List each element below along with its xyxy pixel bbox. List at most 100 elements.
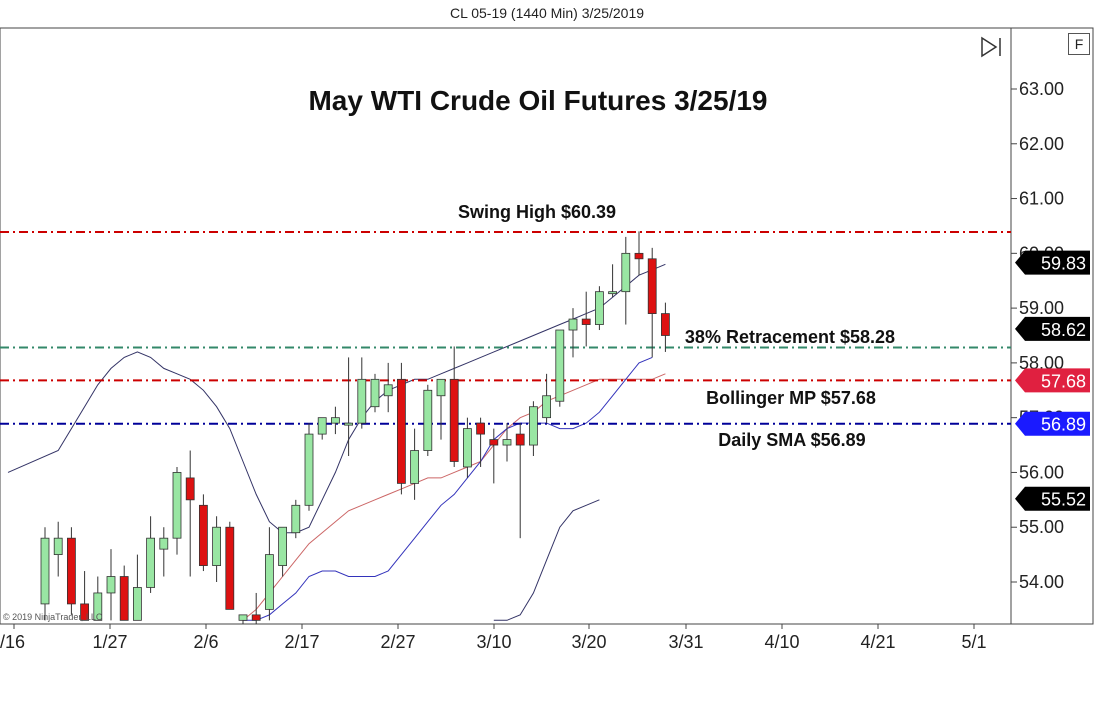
candle-body <box>304 433 314 506</box>
candle-body <box>172 472 182 539</box>
candle <box>80 571 89 621</box>
candle-body <box>529 406 538 446</box>
candle <box>449 346 459 467</box>
candle-body <box>264 554 274 610</box>
price-tags: 59.83 58.62 57.68 56.89 55.52 <box>1015 250 1090 511</box>
candle-body <box>647 258 657 314</box>
candle <box>529 401 538 457</box>
candle <box>291 499 301 539</box>
candle <box>476 417 486 467</box>
price-tag-bg <box>1015 368 1090 393</box>
swing-high-label: Swing High $60.39 <box>458 202 616 222</box>
play-to-end-icon[interactable] <box>979 36 1005 58</box>
candle <box>621 236 631 325</box>
candle-body <box>542 395 551 419</box>
y-tick-label: 59.00 <box>1019 298 1064 318</box>
candle-body <box>330 417 340 424</box>
x-tick-label: 4/10 <box>764 632 799 652</box>
candle <box>581 291 591 347</box>
price-tag-label: 59.83 <box>1041 254 1086 274</box>
retracement-label: 38% Retracement $58.28 <box>685 327 895 347</box>
candle-body <box>568 318 578 331</box>
candle-body <box>146 537 156 588</box>
candle-body <box>621 252 631 293</box>
candle <box>647 247 657 358</box>
candle-body <box>132 587 142 621</box>
candle <box>489 428 499 484</box>
copyright-text: © 2019 NinjaTrader, LLC <box>3 612 103 622</box>
y-tick-label: 56.00 <box>1019 462 1064 482</box>
candle <box>146 516 156 593</box>
candle <box>396 362 406 495</box>
candle <box>370 373 380 413</box>
price-tag-label: 58.62 <box>1041 320 1086 340</box>
candle-body <box>502 439 512 446</box>
candle-body <box>119 576 129 621</box>
candle-body <box>238 614 248 621</box>
y-tick-label: 55.00 <box>1019 517 1064 537</box>
candle <box>568 308 578 358</box>
candle-body <box>225 526 235 610</box>
candle-body <box>370 378 380 408</box>
upper-band-line <box>7 263 666 534</box>
candle-body <box>383 384 393 397</box>
candlesticks <box>40 231 670 624</box>
candle-body <box>436 378 446 397</box>
candle <box>357 357 367 429</box>
price-tag: 58.62 <box>1015 316 1090 341</box>
candle-body <box>555 329 565 402</box>
candle-body <box>53 537 63 556</box>
candle-body <box>449 378 459 462</box>
candle-body <box>317 417 327 435</box>
candle-body <box>344 422 354 426</box>
f-button[interactable]: F <box>1068 33 1090 55</box>
candle-body <box>661 313 670 336</box>
candle-body <box>40 537 50 605</box>
candle-body <box>581 318 591 325</box>
candle-body <box>462 428 472 468</box>
candle <box>555 329 565 407</box>
candle-body <box>93 592 103 621</box>
candle-body <box>185 477 195 501</box>
candle-body <box>159 537 169 550</box>
candle <box>251 592 261 624</box>
candle <box>185 450 195 577</box>
candle-body <box>106 576 116 594</box>
price-tag: 55.52 <box>1015 486 1090 511</box>
chart-frame <box>0 27 1094 625</box>
candle-body <box>608 291 617 295</box>
date-axis: /16 1/27 2/6 2/17 2/27 3/10 3/20 3/31 4/10 4/21 5/… <box>0 624 987 652</box>
candle <box>278 526 288 577</box>
level-lines <box>0 230 1011 425</box>
candle-body <box>291 504 301 534</box>
candle <box>542 373 551 424</box>
candle <box>172 466 182 555</box>
candle-body <box>198 504 208 566</box>
candle <box>383 362 393 413</box>
price-tag-label: 56.89 <box>1041 415 1086 435</box>
x-tick-label: /16 <box>0 632 25 652</box>
price-tag-label: 57.68 <box>1041 371 1086 391</box>
candle-body <box>357 378 367 424</box>
candle <box>198 494 208 572</box>
x-tick-label: 2/17 <box>284 632 319 652</box>
candle <box>225 521 235 610</box>
sma-line <box>493 499 600 621</box>
y-tick-label: 63.00 <box>1019 79 1064 99</box>
candle <box>608 264 617 298</box>
candle <box>595 286 604 331</box>
candle-body <box>80 603 89 621</box>
chart-title: May WTI Crude Oil Futures 3/25/19 <box>308 85 767 116</box>
y-tick-label: 62.00 <box>1019 134 1064 154</box>
candle <box>462 417 472 478</box>
candle <box>106 549 116 621</box>
price-tag-bg <box>1015 250 1090 275</box>
price-tag-bg <box>1015 486 1090 511</box>
candle-body <box>515 433 525 446</box>
candle-body <box>212 526 222 566</box>
price-tag: 56.89 <box>1015 411 1090 436</box>
daily-sma-label: Daily SMA $56.89 <box>718 430 865 450</box>
candle <box>159 527 169 577</box>
candle-body <box>410 450 420 484</box>
